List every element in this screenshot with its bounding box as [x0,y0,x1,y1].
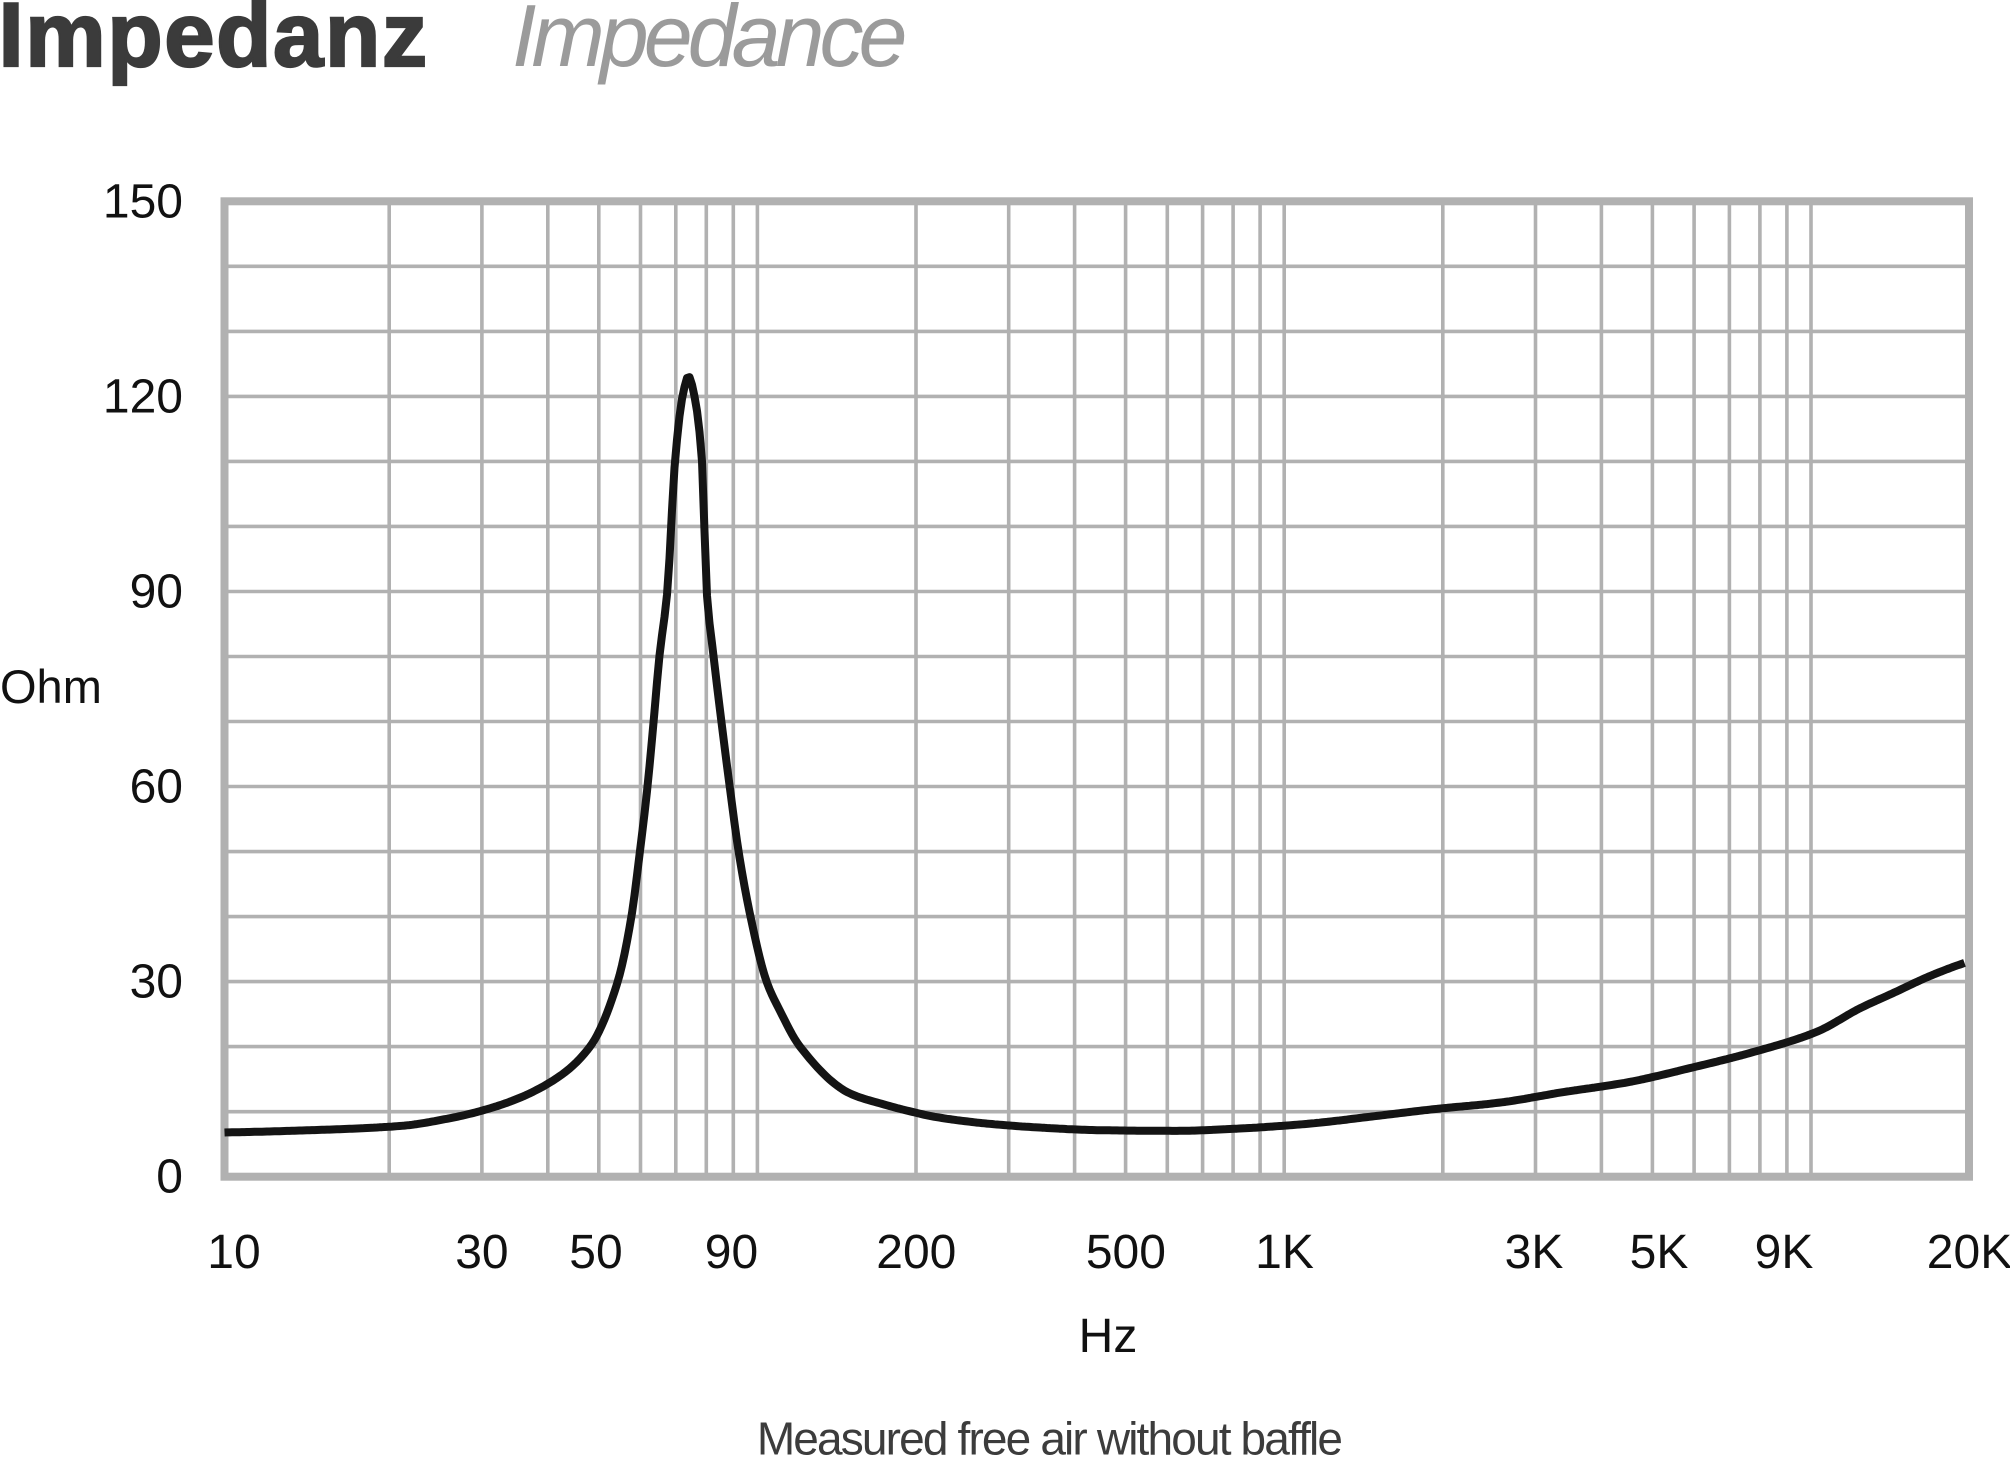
svg-text:30: 30 [455,1226,508,1279]
svg-text:3K: 3K [1505,1226,1564,1279]
svg-text:Ohm: Ohm [0,660,102,713]
svg-text:50: 50 [569,1226,622,1279]
svg-text:500: 500 [1086,1226,1166,1279]
svg-text:1K: 1K [1255,1226,1314,1279]
svg-text:Impedanz: Impedanz [0,0,429,86]
svg-text:Measured free air without baff: Measured free air without baffle [757,1413,1342,1459]
svg-text:20K: 20K [1927,1226,2010,1279]
svg-text:10: 10 [207,1226,260,1279]
svg-text:200: 200 [876,1226,956,1279]
svg-text:5K: 5K [1630,1226,1689,1279]
svg-text:60: 60 [130,761,183,814]
svg-text:9K: 9K [1755,1226,1814,1279]
svg-text:90: 90 [130,566,183,619]
svg-text:30: 30 [130,956,183,1009]
svg-text:150: 150 [103,175,183,228]
svg-text:Hz: Hz [1079,1310,1138,1363]
svg-text:120: 120 [103,370,183,423]
svg-text:0: 0 [156,1151,183,1204]
svg-text:Impedance: Impedance [512,0,904,85]
svg-text:90: 90 [705,1226,758,1279]
